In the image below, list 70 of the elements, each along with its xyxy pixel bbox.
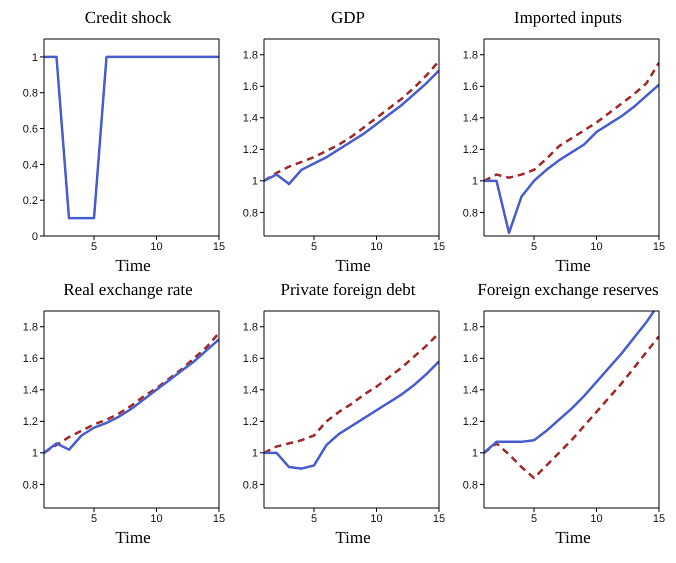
x-tick-label: 10 [150,512,163,525]
x-tick-label: 15 [652,240,666,253]
y-tick-label: 1.2 [22,416,38,428]
x-tick-label: 10 [370,240,383,253]
y-tick-label: 1.4 [242,384,258,397]
y-tick-label: 1.2 [462,144,478,156]
x-tick-label: 5 [310,240,318,253]
y-tick-label: 1.2 [242,416,258,428]
x-axis-title: Time [114,528,152,548]
x-tick-label: 15 [432,512,446,525]
y-tick-label: 1.8 [242,50,258,62]
x-axis-title: Time [554,528,592,548]
y-tick-label: 0.8 [22,479,38,492]
y-tick-label: 0.8 [462,207,478,220]
y-tick-label: 1.2 [242,144,258,156]
chart-title: Imported inputs [512,8,624,29]
y-tick-label: 1.2 [462,416,478,428]
line-series [264,360,439,470]
x-tick-label: 15 [212,240,226,253]
y-tick-label: 1.4 [462,384,478,397]
x-axis-title: Time [334,256,372,276]
y-tick-label: 1.6 [242,353,258,366]
y-tick-label: 1.4 [462,112,478,125]
y-tick-label: 1 [252,176,258,188]
y-tick-label: 0.2 [22,195,38,208]
x-axis-title: Time [334,528,372,548]
x-axis-title: Time [114,256,152,276]
chart-title: Foreign exchange reserves [476,280,660,301]
x-tick-label: 10 [590,240,603,253]
y-tick-label: 1.4 [22,384,38,397]
x-axis-title: Time [554,256,592,276]
x-tick-label: 5 [310,512,318,525]
y-tick-label: 0.4 [22,159,38,172]
y-tick-label: 1 [32,448,38,460]
y-tick-label: 1.8 [22,322,38,334]
x-tick-label: 10 [370,512,383,525]
line-series [484,334,659,480]
y-tick-label: 1.6 [462,81,478,94]
x-tick-label: 5 [530,240,538,253]
y-tick-label: 1 [472,448,478,460]
chart-title: GDP [330,8,366,29]
x-tick-label: 10 [590,512,603,525]
x-tick-label: 5 [90,512,98,525]
x-tick-label: 15 [652,512,666,525]
x-tick-label: 5 [530,512,538,525]
y-tick-label: 1.6 [462,353,478,366]
y-tick-label: 1.6 [242,81,258,94]
y-tick-label: 1 [252,448,258,460]
y-tick-label: 0.8 [22,88,38,100]
y-tick-label: 0.8 [242,479,258,492]
x-tick-label: 5 [90,240,98,253]
y-tick-label: 0 [32,230,38,243]
y-tick-label: 1 [472,176,478,188]
line-series [484,61,659,182]
y-tick-label: 0.8 [242,207,258,220]
x-tick-label: 15 [432,240,446,253]
chart-title: Private foreign debt [279,280,416,301]
y-tick-label: 1 [32,52,38,64]
y-tick-label: 1.6 [22,353,38,366]
line-series [484,311,656,454]
y-tick-label: 0.6 [22,123,38,136]
chart-title: Credit shock [84,8,172,29]
y-tick-label: 1.8 [462,50,478,62]
y-tick-label: 1.4 [242,112,258,125]
x-tick-label: 10 [150,240,163,253]
y-tick-label: 0.8 [462,479,478,492]
x-tick-label: 15 [212,512,226,525]
y-tick-label: 1.8 [462,322,478,334]
y-tick-label: 1.8 [242,322,258,334]
chart-title: Real exchange rate [62,280,194,301]
